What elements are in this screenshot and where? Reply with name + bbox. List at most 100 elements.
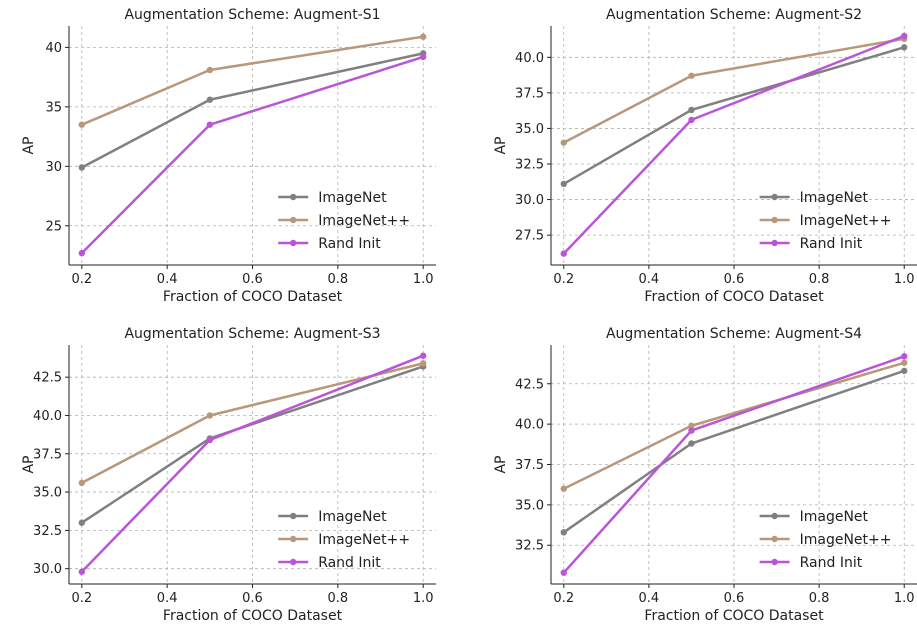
x-axis-label: Fraction of COCO Dataset xyxy=(644,289,824,305)
series-line-2 xyxy=(563,37,905,144)
x-tick-label: 0.2 xyxy=(71,591,92,606)
data-point xyxy=(901,359,908,366)
x-tick-label: 0.6 xyxy=(242,591,263,606)
y-tick-label: 30.0 xyxy=(33,562,62,577)
y-tick-label: 30 xyxy=(45,160,62,175)
legend-label: Rand Init xyxy=(800,555,863,571)
chart-title: Augmentation Scheme: Augment-S3 xyxy=(124,326,380,342)
data-point xyxy=(901,32,908,40)
legend-label: ImageNet++ xyxy=(318,213,410,229)
y-tick-label: 27.5 xyxy=(515,229,544,244)
y-tick-label: 32.5 xyxy=(515,539,544,554)
chart-title: Augmentation Scheme: Augment-S1 xyxy=(124,7,380,23)
data-point xyxy=(560,250,567,257)
y-tick-label: 40.0 xyxy=(515,51,544,66)
y-tick-label: 30.0 xyxy=(515,193,544,208)
chart-panel-4: 0.2 0.4 0.6 0.8 1.0 32.5 35.0 37.5 40.0 42.5 Augme… xyxy=(493,326,917,624)
legend-swatch-marker xyxy=(289,512,297,520)
legend-label: ImageNet xyxy=(800,190,869,206)
data-point xyxy=(78,121,86,128)
legend-swatch-marker xyxy=(771,512,778,520)
y-tick-label: 32.5 xyxy=(33,524,62,539)
legend-label: Rand Init xyxy=(318,555,381,571)
legend-label: ImageNet++ xyxy=(318,532,410,548)
chart-panel-3: 0.2 0.4 0.6 0.8 1.0 30.0 32.5 35.0 37.5 40.0 42.5 A… xyxy=(21,326,436,624)
data-point xyxy=(206,436,214,444)
y-axis-label: AP xyxy=(493,455,509,473)
chart-panel-2: 0.2 0.4 0.6 0.8 1.0 27.5 30.0 32.5 35.0 37.5 40.0 A… xyxy=(493,7,917,305)
data-point xyxy=(78,568,86,575)
data-point xyxy=(688,116,695,124)
data-point xyxy=(688,427,695,434)
data-point xyxy=(206,66,214,74)
x-tick-label: 0.4 xyxy=(157,272,178,287)
legend-label: Rand Init xyxy=(800,236,863,252)
y-tick-label: 40 xyxy=(45,41,62,56)
data-point xyxy=(688,106,695,114)
chart-title: Augmentation Scheme: Augment-S4 xyxy=(606,326,862,342)
y-tick-label: 35.0 xyxy=(515,498,544,513)
y-tick-label: 40.0 xyxy=(515,418,544,433)
data-point xyxy=(78,479,86,487)
legend-label: ImageNet++ xyxy=(800,532,892,548)
chart-title: Augmentation Scheme: Augment-S2 xyxy=(606,7,862,23)
x-tick-label: 0.6 xyxy=(242,272,263,287)
data-point xyxy=(206,121,214,128)
x-axis-label: Fraction of COCO Dataset xyxy=(644,608,824,624)
x-tick-label: 0.2 xyxy=(71,272,92,287)
x-tick-label: 0.8 xyxy=(809,591,830,606)
y-tick-label: 37.5 xyxy=(515,86,544,101)
legend-swatch-marker xyxy=(771,216,778,224)
legend-label: Rand Init xyxy=(318,236,381,252)
y-tick-label: 35 xyxy=(45,100,62,115)
legend-swatch-marker xyxy=(771,193,778,201)
data-point xyxy=(78,519,86,526)
legend-swatch-marker xyxy=(771,535,778,543)
legend-swatch-marker xyxy=(771,239,778,247)
legend-swatch-marker xyxy=(289,535,297,543)
y-tick-label: 25 xyxy=(45,219,62,234)
y-axis-label: AP xyxy=(21,455,37,473)
data-point xyxy=(560,180,567,188)
chart-panel-1: 0.2 0.4 0.6 0.8 1.0 25 30 35 40 Augmentation Sche… xyxy=(21,7,436,305)
data-point xyxy=(560,139,567,146)
x-tick-label: 0.4 xyxy=(639,272,660,287)
y-tick-label: 32.5 xyxy=(515,157,544,172)
data-point xyxy=(560,529,567,536)
data-point xyxy=(419,360,427,367)
legend-swatch-marker xyxy=(289,239,297,247)
x-axis-label: Fraction of COCO Dataset xyxy=(163,289,343,305)
legend-swatch-marker xyxy=(289,193,297,201)
data-point xyxy=(419,53,427,61)
x-tick-label: 0.6 xyxy=(724,272,745,287)
x-tick-label: 1.0 xyxy=(894,272,915,287)
x-tick-label: 0.4 xyxy=(639,591,660,606)
data-point xyxy=(560,485,567,492)
x-tick-label: 0.8 xyxy=(809,272,830,287)
x-axis-label: Fraction of COCO Dataset xyxy=(163,608,343,624)
data-point xyxy=(901,367,908,375)
y-tick-label: 35.0 xyxy=(33,486,62,501)
data-point xyxy=(206,96,214,103)
legend-label: ImageNet xyxy=(318,190,387,206)
data-point xyxy=(419,352,427,359)
x-tick-label: 0.6 xyxy=(724,591,745,606)
data-point xyxy=(206,412,214,419)
x-tick-label: 1.0 xyxy=(413,272,434,287)
data-point xyxy=(78,164,86,171)
x-tick-label: 0.8 xyxy=(328,591,349,606)
data-point xyxy=(688,72,695,79)
y-tick-label: 35.0 xyxy=(515,122,544,137)
legend-label: ImageNet++ xyxy=(800,213,892,229)
legend-label: ImageNet xyxy=(318,509,387,525)
legend-swatch-marker xyxy=(771,558,778,566)
x-tick-label: 1.0 xyxy=(894,591,915,606)
x-tick-label: 1.0 xyxy=(413,591,434,606)
y-tick-label: 37.5 xyxy=(515,458,544,473)
data-point xyxy=(560,569,567,576)
legend-swatch-marker xyxy=(289,216,297,224)
data-point xyxy=(901,353,908,360)
data-point xyxy=(901,44,908,51)
